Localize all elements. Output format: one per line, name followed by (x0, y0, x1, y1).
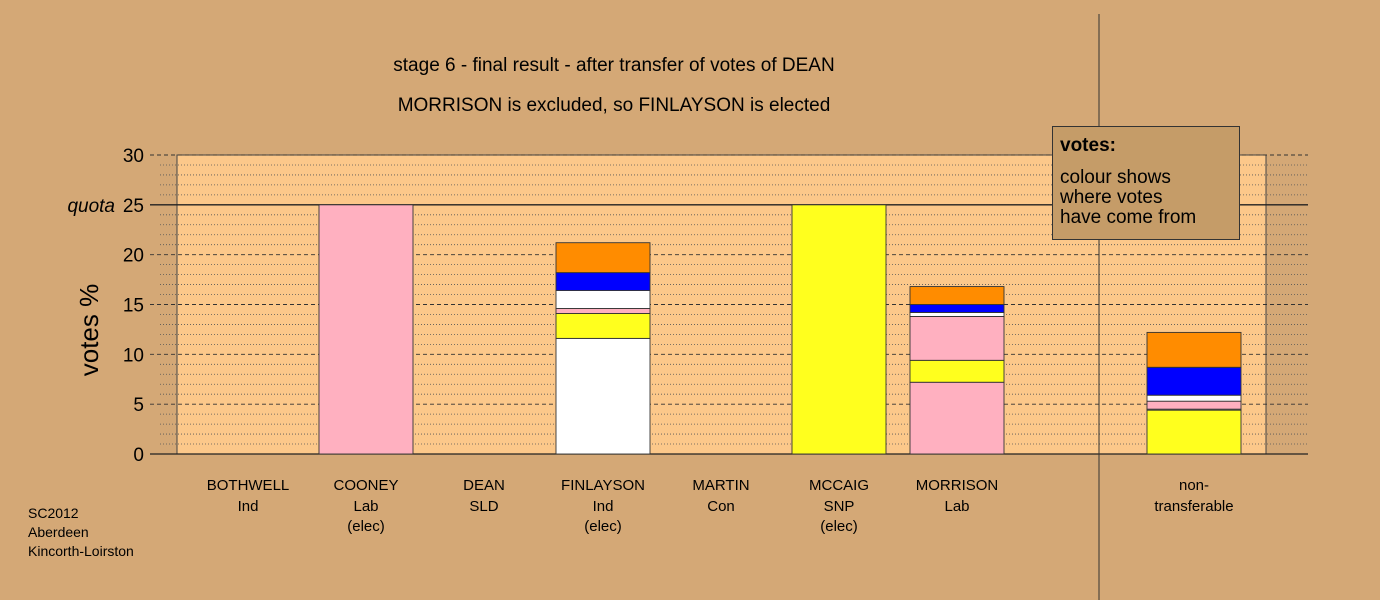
bar-segment (909, 381, 1005, 455)
bar-segment (1146, 409, 1242, 455)
category-party-label: SNP (824, 498, 855, 515)
footnote-line-1: SC2012 (28, 505, 79, 521)
category-party-label: Lab (944, 498, 969, 515)
category-status-label: (elec) (584, 518, 622, 535)
nontransferable-label-1: non- (1179, 477, 1209, 494)
footnote-line-2: Aberdeen (28, 524, 89, 540)
category-party-label: SLD (469, 498, 498, 515)
bar-segment (791, 204, 887, 455)
bar-segment (909, 312, 1005, 317)
bar-segment (1146, 394, 1242, 402)
y-tick-label: 30 (123, 146, 144, 167)
chart-subtitle: MORRISON is excluded, so FINLAYSON is el… (398, 95, 831, 116)
legend-line-1: colour shows (1060, 167, 1171, 188)
bar-segment (1146, 366, 1242, 396)
legend-line-3: have come from (1060, 207, 1197, 228)
y-tick-label: 10 (123, 345, 144, 366)
bar-segment (555, 272, 651, 291)
legend-line-2: where votes (1060, 187, 1163, 208)
category-party-label: Lab (353, 498, 378, 515)
y-axis-label: votes % (74, 284, 104, 377)
category-party-label: Con (707, 498, 735, 515)
category-party-label: Ind (593, 498, 614, 515)
bar-segment (555, 308, 651, 314)
category-party-label: Ind (238, 498, 259, 515)
quota-label: quota (67, 196, 115, 217)
y-tick-label: 15 (123, 296, 144, 317)
category-name-label: MORRISON (916, 477, 999, 494)
bar-segment (909, 286, 1005, 305)
y-tick-label: 0 (133, 445, 144, 466)
chart-title: stage 6 - final result - after transfer … (393, 55, 834, 76)
y-tick-label: 25 (123, 196, 144, 217)
nontransferable-label-2: transferable (1154, 498, 1233, 515)
footnote: SC2012 Aberdeen Kincorth-Loirston (28, 504, 134, 561)
legend-title: votes: (1060, 135, 1116, 156)
legend-box: votes: colour shows where votes have com… (1052, 126, 1240, 240)
bar-segment (555, 337, 651, 455)
bar-segment (555, 313, 651, 339)
category-name-label: MARTIN (692, 477, 749, 494)
category-name-label: DEAN (463, 477, 505, 494)
category-name-label: COONEY (333, 477, 398, 494)
bar-segment (909, 359, 1005, 383)
category-name-label: FINLAYSON (561, 477, 645, 494)
bar-segment (909, 304, 1005, 313)
y-tick-label: 20 (123, 246, 144, 267)
category-name-label: MCCAIG (809, 477, 869, 494)
category-name-label: BOTHWELL (207, 477, 290, 494)
bar-segment (318, 204, 414, 455)
footnote-line-3: Kincorth-Loirston (28, 543, 134, 559)
category-status-label: (elec) (820, 518, 858, 535)
bar-segment (555, 242, 651, 274)
bar-segment (1146, 331, 1242, 368)
category-status-label: (elec) (347, 518, 385, 535)
y-tick-label: 5 (133, 395, 144, 416)
bar-segment (1146, 400, 1242, 410)
bar-segment (909, 316, 1005, 361)
bar-segment (555, 290, 651, 309)
